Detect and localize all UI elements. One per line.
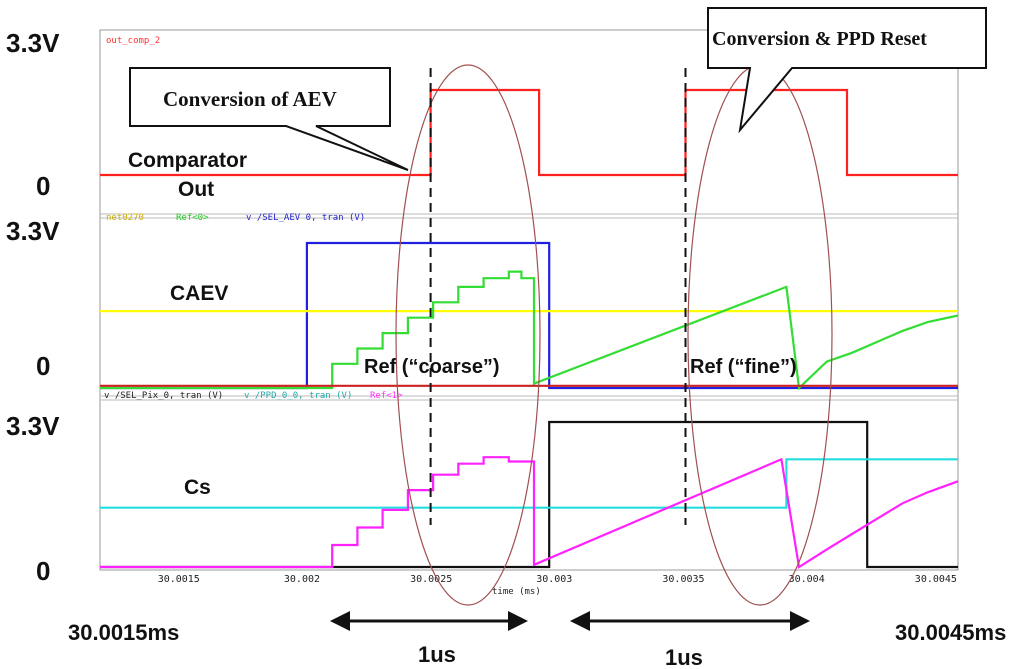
label-caev: CAEV: [170, 282, 228, 305]
x-tick-label-4: 30.0035: [662, 574, 704, 585]
annotation-ref-coarse: Ref (“coarse”): [364, 356, 500, 378]
x-tick-label-6: 30.0045: [915, 574, 957, 585]
legend-comparator: out_comp_2: [106, 36, 160, 46]
x-tick-label-2: 30.0025: [410, 574, 452, 585]
legend-ref1: Ref<1>: [370, 391, 403, 401]
x-tick-label-5: 30.004: [789, 574, 825, 585]
duration-arrow-2: [570, 611, 810, 631]
series-caev-2: [100, 270, 959, 391]
legend-sel-pix: v /SEL_Pix_0, tran (V): [104, 391, 223, 401]
y-label-zero-3: 0: [36, 556, 50, 586]
y-label-top-1: 3.3V: [6, 28, 60, 58]
callout-text-ppd: Conversion & PPD Reset: [712, 28, 927, 50]
x-tick-labels: 30.0015 30.002 30.0025 30.003 30.0035 30.004 3…: [158, 574, 957, 585]
legend-net0270: net0270: [106, 213, 144, 223]
y-label-top-2: 3.3V: [6, 216, 60, 246]
x-tick-label-1: 30.002: [284, 574, 320, 585]
legend-sel-aev: v /SEL_AEV 0, tran (V): [246, 213, 365, 223]
duration-label-2: 1us: [665, 645, 703, 669]
legend-cs: v /SEL_Pix_0, tran (V) v /PPD_0_0, tran …: [104, 391, 403, 401]
x-axis-label: time (ms): [492, 587, 541, 597]
y-labels: 3.3V 0 3.3V 0 3.3V 0: [6, 28, 60, 586]
label-out: Out: [178, 178, 214, 201]
x-tick-label-0: 30.0015: [158, 574, 200, 585]
x-tick-label-3: 30.003: [536, 574, 572, 585]
dashed-markers: [429, 68, 687, 525]
annotation-ref-fine: Ref (“fine”): [690, 356, 797, 378]
legend-caev: net0270 Ref<0> v /SEL_AEV 0, tran (V): [106, 213, 365, 223]
legend-ref0: Ref<0>: [176, 213, 209, 223]
callout-conversion-aev: Conversion of AEV: [129, 67, 409, 171]
legend-ppd: v /PPD_0_0, tran (V): [244, 391, 352, 401]
duration-arrow-1: [330, 611, 528, 631]
callout-text-aev: Conversion of AEV: [163, 87, 337, 111]
series-cs-2: [100, 456, 959, 569]
duration-label-1: 1us: [418, 642, 456, 667]
series-cs-0: [100, 420, 958, 569]
label-cs: Cs: [184, 476, 211, 499]
label-comparator: Comparator: [128, 149, 247, 172]
y-label-zero-1: 0: [36, 171, 50, 201]
x-range-start: 30.0015ms: [68, 620, 179, 645]
y-label-top-3: 3.3V: [6, 411, 60, 441]
highlight-ellipse-coarse: [395, 64, 541, 606]
legend-out-comp: out_comp_2: [106, 36, 160, 46]
x-range-end: 30.0045ms: [895, 620, 1006, 645]
y-label-zero-2: 0: [36, 351, 50, 381]
callout-conversion-ppd: Conversion & PPD Reset: [707, 7, 987, 134]
